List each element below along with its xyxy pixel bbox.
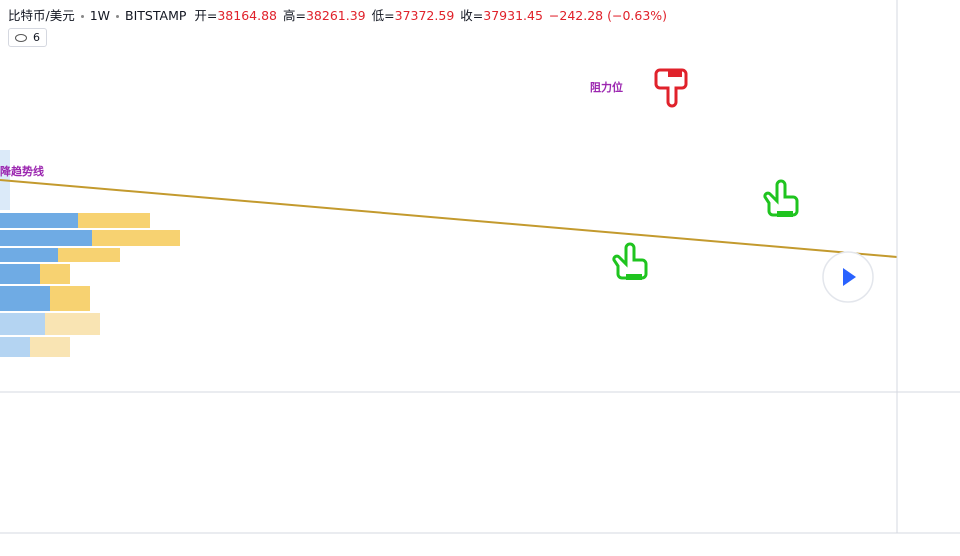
ohlc-value: 38261.39 xyxy=(305,8,366,23)
ohlc-value: 37372.59 xyxy=(394,8,455,23)
ohlc: 开=38164.88 高=38261.39 低=37372.59 收=37931.45 xyxy=(194,8,549,23)
ohlc-label: 开= xyxy=(194,8,218,23)
ohlc-label: 高= xyxy=(283,8,306,23)
separator xyxy=(116,15,120,18)
exchange: BITSTAMP xyxy=(125,8,187,23)
interval: 1W xyxy=(89,8,111,23)
separator xyxy=(80,15,84,18)
trend-line xyxy=(0,179,898,258)
hand-red xyxy=(654,68,688,108)
symbol: 比特币/美元 xyxy=(8,8,75,23)
ohlc-value: 38164.88 xyxy=(217,8,277,23)
play-button[interactable] xyxy=(822,251,874,303)
header: 比特币/美元 1W BITSTAMP 开=38164.88 高=38261.39 低=3… xyxy=(8,5,673,24)
indicator-badge[interactable]: 6 xyxy=(8,28,47,47)
hand-green xyxy=(763,179,799,217)
eye-icon xyxy=(15,34,27,42)
hand-green xyxy=(612,242,648,280)
ohlc-label: 收= xyxy=(460,8,484,23)
ohlc-label: 低= xyxy=(371,8,395,23)
indicator-count: 6 xyxy=(33,31,40,44)
ohlc-value: 37931.45 xyxy=(483,8,543,23)
annotation: 降趋势线 xyxy=(0,164,44,178)
annotation: 阻力位 xyxy=(590,80,623,94)
change: −242.28 (−0.63%) xyxy=(548,8,668,23)
